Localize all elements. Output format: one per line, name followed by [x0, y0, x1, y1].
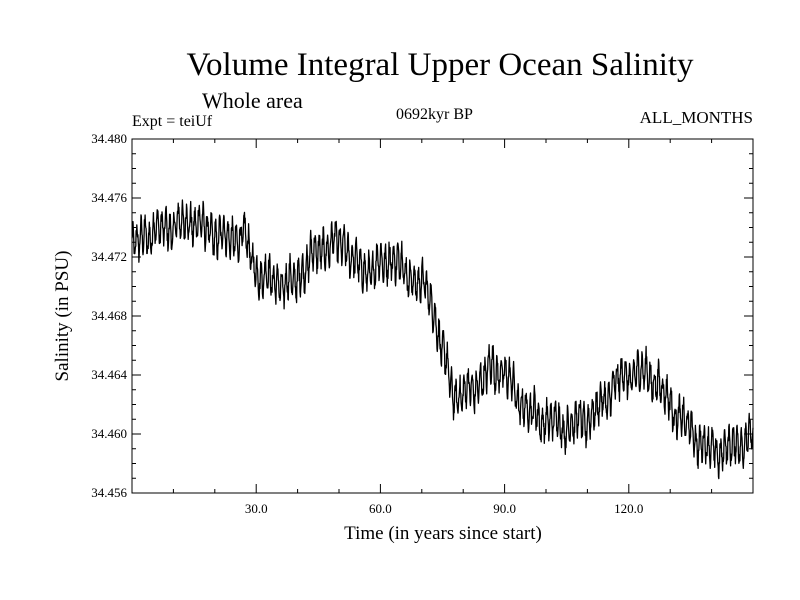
x-axis-label: Time (in years since start) — [344, 523, 542, 544]
chart-subtitle: Whole area — [202, 88, 303, 113]
x-tick-label: 90.0 — [493, 501, 516, 516]
y-tick-label: 34.480 — [91, 131, 127, 146]
y-tick-label: 34.472 — [91, 249, 127, 264]
experiment-label: Expt = teiUf — [132, 113, 213, 130]
x-tick-label: 120.0 — [614, 501, 643, 516]
axes-layer: 34.456 34.460 34.464 34.468 34.472 34.476 34.4… — [91, 131, 754, 516]
x-tick-label: 30.0 — [245, 501, 268, 516]
plot-frame — [131, 138, 754, 494]
y-tick-label: 34.456 — [91, 485, 127, 500]
y-tick-label: 34.468 — [91, 308, 127, 323]
y-tick-label: 34.460 — [91, 426, 127, 441]
series-layer — [131, 199, 754, 480]
chart-title: Volume Integral Upper Ocean Salinity — [186, 47, 694, 83]
series-line-salinity — [131, 199, 754, 480]
period-label: 0692kyr BP — [396, 106, 473, 123]
x-tick-label: 60.0 — [369, 501, 392, 516]
y-tick-label: 34.464 — [91, 367, 127, 382]
season-label: ALL_MONTHS — [639, 108, 753, 127]
y-tick-label: 34.476 — [91, 190, 127, 205]
